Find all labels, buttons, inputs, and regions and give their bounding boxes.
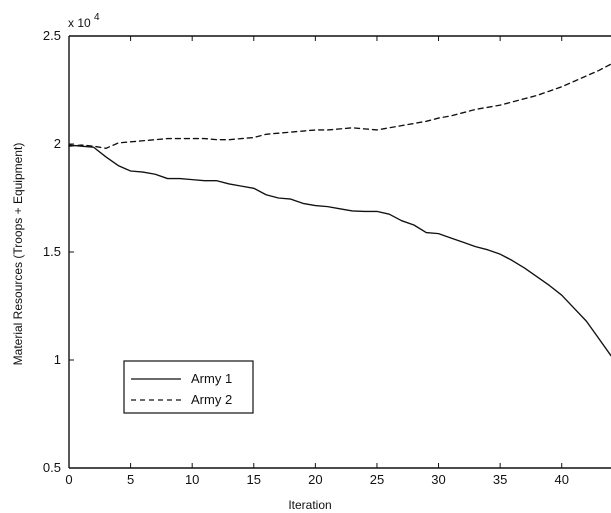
legend-label-army-2: Army 2 xyxy=(191,392,232,407)
y-axis-tick-label: 1 xyxy=(54,352,61,367)
y-axis-exponent-base: x 10 xyxy=(68,16,91,30)
y-axis-exponent-power: 4 xyxy=(94,12,100,23)
x-axis-tick-label: 0 xyxy=(65,472,72,487)
y-axis-tick-label: 2 xyxy=(54,136,61,151)
legend-label-army-1: Army 1 xyxy=(191,371,232,386)
y-axis-tick-label: 1.5 xyxy=(43,244,61,259)
legend-box xyxy=(123,360,254,414)
series-line-army-2 xyxy=(68,63,611,149)
series-line-army-1 xyxy=(68,144,611,357)
x-axis-tick-label: 20 xyxy=(308,472,322,487)
y-axis-tick-label: 2.5 xyxy=(43,28,61,43)
chart-legend: Army 1 Army 2 xyxy=(123,360,254,414)
y-axis-tick-label: 0.5 xyxy=(43,460,61,475)
x-axis-tick-label: 25 xyxy=(370,472,384,487)
y-axis-title: Material Resources (Troops + Equipment) xyxy=(11,143,25,366)
plot-area: 0 5 10 15 20 25 30 35 40 0.5 1 1.5 2 2.5 xyxy=(43,28,611,487)
x-axis-tick-label: 10 xyxy=(185,472,199,487)
x-axis-tick-label: 30 xyxy=(431,472,445,487)
x-axis-title: Iteration xyxy=(288,498,331,512)
x-axis-tick-label: 15 xyxy=(247,472,261,487)
y-axis-exponent-label: x 10 4 xyxy=(68,12,100,30)
x-axis-tick-label: 35 xyxy=(493,472,507,487)
x-axis-tick-label: 5 xyxy=(127,472,134,487)
x-axis-tick-label: 40 xyxy=(554,472,568,487)
